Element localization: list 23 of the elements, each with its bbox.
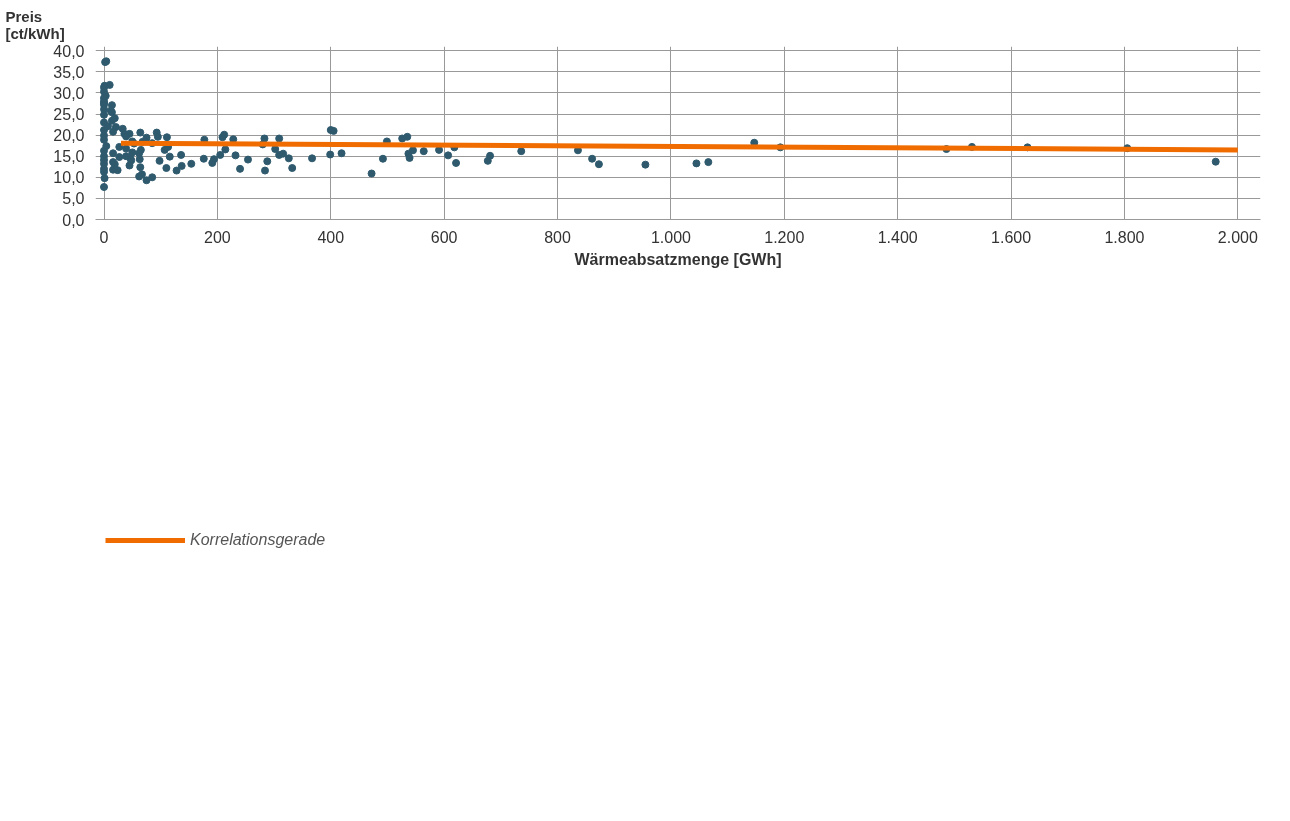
x-tick-label: 1.400 <box>877 228 918 246</box>
y-tick-label: 10,0 <box>53 169 85 187</box>
legend-label: Korrelationsgerade <box>190 531 326 549</box>
x-tick-label: 200 <box>204 228 231 246</box>
x-tick-label: 400 <box>317 228 345 246</box>
x-tick-label: 800 <box>544 228 571 246</box>
x-tick-label: 2.000 <box>1217 228 1258 246</box>
y-tick-label: 35,0 <box>53 63 85 81</box>
x-tick-label: 1.600 <box>991 228 1032 246</box>
y-tick-label: 5,0 <box>62 190 85 208</box>
y-tick-label: 30,0 <box>53 84 85 102</box>
y-tick-label: 25,0 <box>53 106 85 124</box>
y-tick-label: 20,0 <box>53 127 85 145</box>
y-tick-label: 0,0 <box>62 211 85 229</box>
y-tick-label: 40,0 <box>53 42 85 60</box>
x-tick-label: 1.000 <box>650 228 692 246</box>
y-tick-label: 15,0 <box>53 148 85 166</box>
x-tick-label: 600 <box>430 228 458 246</box>
x-axis-title: Wärmeabsatzmenge [GWh] <box>574 250 782 268</box>
x-tick-label: 0 <box>99 228 109 246</box>
y-axis-title: Preis [ct/kWh] <box>5 7 65 42</box>
x-tick-label: 1.200 <box>764 228 805 246</box>
x-tick-label: 1.800 <box>1104 228 1145 246</box>
